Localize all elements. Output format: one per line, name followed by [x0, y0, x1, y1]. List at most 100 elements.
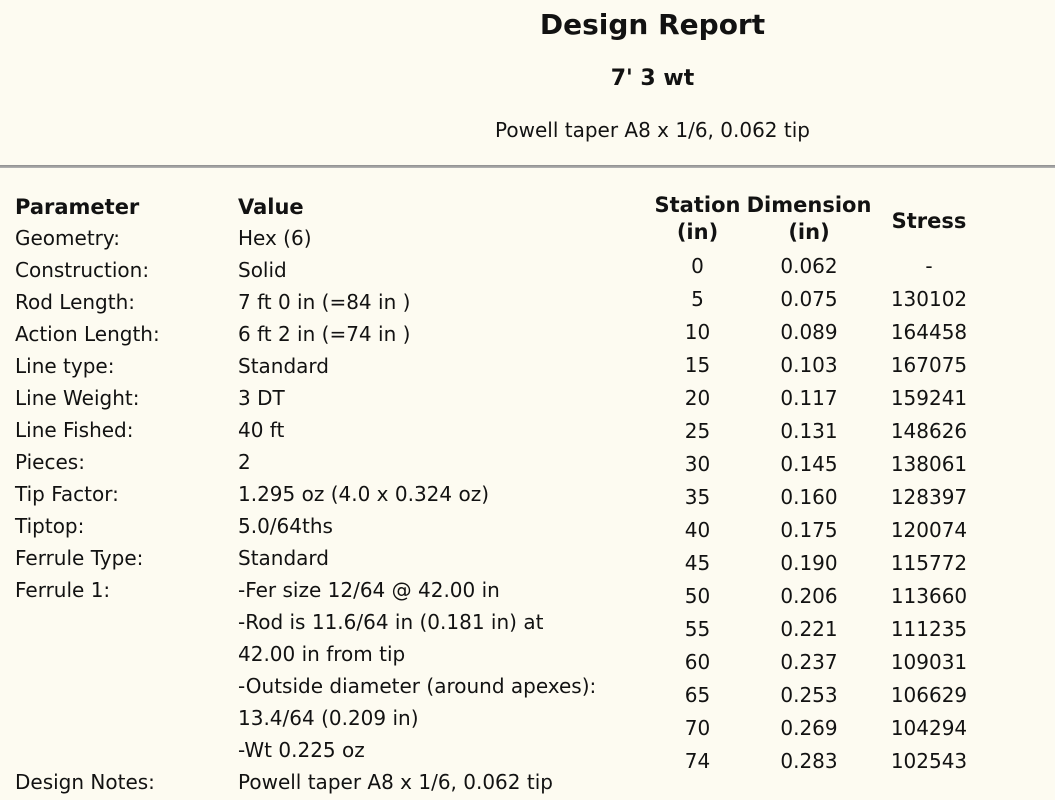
- parameter-value: Solid: [238, 258, 287, 282]
- parameter-row: Ferrule Type: Standard: [15, 542, 647, 574]
- parameter-label: Tiptop:: [15, 514, 85, 538]
- parameter-value: 5.0/64ths: [238, 514, 333, 538]
- station-row: 50 0.206 113660: [645, 580, 990, 613]
- parameter-row: Tip Factor: 1.295 oz (4.0 x 0.324 oz): [15, 478, 647, 510]
- parameter-value: 2: [238, 450, 251, 474]
- parameter-label: Design Notes:: [15, 770, 155, 794]
- stress-value: 115772: [890, 551, 968, 575]
- station-value: 30: [684, 452, 711, 476]
- station-table: Station (in) Dimension (in) Stress 0 0.0…: [645, 192, 990, 778]
- station-value: 65: [684, 683, 711, 707]
- dimension-value: 0.206: [780, 584, 838, 608]
- dimension-value: 0.160: [780, 485, 838, 509]
- parameter-label: Geometry:: [15, 226, 121, 250]
- report-title: Design Report: [539, 8, 766, 41]
- stress-value: 111235: [890, 617, 968, 641]
- dimension-value: 0.190: [780, 551, 838, 575]
- parameter-value: Powell taper A8 x 1/6, 0.062 tip: [238, 770, 553, 794]
- station-row: 60 0.237 109031: [645, 646, 990, 679]
- parameter-value: 7 ft 0 in (=84 in ): [238, 290, 411, 314]
- station-row: 30 0.145 138061: [645, 448, 990, 481]
- parameter-row: Rod Length: 7 ft 0 in (=84 in ): [15, 286, 647, 318]
- value-column-header: Value: [238, 195, 304, 219]
- station-row: 45 0.190 115772: [645, 547, 990, 580]
- stress-value: 138061: [890, 452, 968, 476]
- station-table-header: Station (in) Dimension (in) Stress: [645, 192, 990, 250]
- station-value: 74: [684, 749, 711, 773]
- stress-value: 102543: [890, 749, 968, 773]
- station-row: 40 0.175 120074: [645, 514, 990, 547]
- stress-value: 130102: [890, 287, 968, 311]
- parameter-value: Standard: [238, 546, 329, 570]
- parameter-row: Design Notes: Powell taper A8 x 1/6, 0.0…: [15, 766, 647, 798]
- stress-value: 104294: [890, 716, 968, 740]
- station-value: 0: [691, 254, 704, 278]
- station-row: 0 0.062 -: [645, 250, 990, 283]
- parameter-value: Hex (6): [238, 226, 312, 250]
- station-value: 70: [684, 716, 711, 740]
- dimension-value: 0.089: [780, 320, 838, 344]
- taper-description: Powell taper A8 x 1/6, 0.062 tip: [495, 118, 810, 142]
- dimension-value: 0.131: [780, 419, 838, 443]
- dimension-value: 0.237: [780, 650, 838, 674]
- parameter-row: Geometry: Hex (6): [15, 222, 647, 254]
- station-row: 25 0.131 148626: [645, 415, 990, 448]
- station-value: 60: [684, 650, 711, 674]
- parameter-value: 1.295 oz (4.0 x 0.324 oz): [238, 482, 490, 506]
- station-row: 35 0.160 128397: [645, 481, 990, 514]
- station-row: 70 0.269 104294: [645, 712, 990, 745]
- parameter-value: 40 ft: [238, 418, 285, 442]
- dimension-value: 0.269: [780, 716, 838, 740]
- parameter-table-header: Parameter Value: [15, 192, 647, 222]
- dimension-value: 0.145: [780, 452, 838, 476]
- station-value: 5: [691, 287, 704, 311]
- parameter-row: Line type: Standard: [15, 350, 647, 382]
- dimension-value: 0.283: [780, 749, 838, 773]
- dimension-column-header: Dimension (in): [746, 193, 872, 244]
- rod-length-weight: 7' 3 wt: [610, 66, 695, 91]
- station-row: 55 0.221 111235: [645, 613, 990, 646]
- stress-value: 113660: [890, 584, 968, 608]
- dimension-value: 0.175: [780, 518, 838, 542]
- header-divider: [0, 165, 1055, 168]
- dimension-value: 0.221: [780, 617, 838, 641]
- parameter-value: 6 ft 2 in (=74 in ): [238, 322, 411, 346]
- parameter-label: Rod Length:: [15, 290, 136, 314]
- parameter-label: Line type:: [15, 354, 115, 378]
- parameter-row: Pieces: 2: [15, 446, 647, 478]
- parameter-row: Construction: Solid: [15, 254, 647, 286]
- stress-value: 109031: [890, 650, 968, 674]
- stress-value: -: [925, 254, 933, 278]
- dimension-value: 0.103: [780, 353, 838, 377]
- parameter-label: Construction:: [15, 258, 150, 282]
- stress-value: 164458: [890, 320, 968, 344]
- station-value: 10: [684, 320, 711, 344]
- parameter-column-header: Parameter: [15, 195, 140, 219]
- station-row: 20 0.117 159241: [645, 382, 990, 415]
- dimension-value: 0.117: [780, 386, 838, 410]
- parameter-label: Action Length:: [15, 322, 160, 346]
- parameter-row: Line Fished: 40 ft: [15, 414, 647, 446]
- parameter-label: Line Weight:: [15, 386, 140, 410]
- stress-value: 106629: [890, 683, 968, 707]
- dimension-value: 0.062: [780, 254, 838, 278]
- dimension-value: 0.253: [780, 683, 838, 707]
- parameter-label: Ferrule 1:: [15, 578, 111, 602]
- station-value: 55: [684, 617, 711, 641]
- station-row: 74 0.283 102543: [645, 745, 990, 778]
- station-row: 10 0.089 164458: [645, 316, 990, 349]
- parameter-value: 3 DT: [238, 386, 285, 410]
- dimension-value: 0.075: [780, 287, 838, 311]
- station-value: 25: [684, 419, 711, 443]
- parameter-value: -Fer size 12/64 @ 42.00 in -Rod is 11.6/…: [238, 578, 597, 762]
- parameter-label: Ferrule Type:: [15, 546, 144, 570]
- station-value: 45: [684, 551, 711, 575]
- stress-value: 128397: [890, 485, 968, 509]
- parameter-label: Tip Factor:: [15, 482, 119, 506]
- station-row: 65 0.253 106629: [645, 679, 990, 712]
- parameter-row: Action Length: 6 ft 2 in (=74 in ): [15, 318, 647, 350]
- parameter-label: Pieces:: [15, 450, 85, 474]
- stress-value: 159241: [890, 386, 968, 410]
- station-value: 20: [684, 386, 711, 410]
